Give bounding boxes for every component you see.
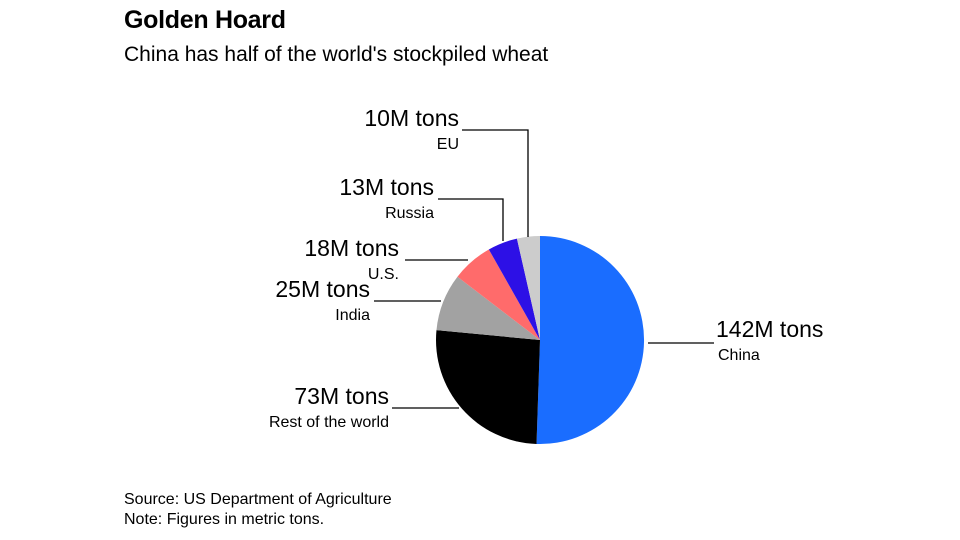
slice-labels: 142M tons China 73M tons Rest of the world 2… (269, 105, 823, 431)
pie-slices (436, 236, 645, 445)
category-label-china: China (718, 347, 760, 364)
category-label-u-s: U.S. (368, 266, 399, 283)
category-label-russia: Russia (385, 205, 434, 222)
slice-russia (488, 238, 540, 340)
value-label-eu: 10M tons (364, 105, 459, 131)
metric-note: Note: Figures in metric tons. (124, 511, 325, 528)
slice-china (536, 236, 645, 445)
slice-india (436, 276, 540, 340)
category-label-rest-of-the-world: Rest of the world (269, 414, 389, 431)
leader-russia (438, 198, 504, 241)
leader-lines (374, 129, 714, 409)
value-label-india: 25M tons (275, 276, 370, 302)
leader-eu (462, 129, 529, 237)
chart-title: Golden Hoard (124, 6, 286, 34)
chart-footer: Source: US Department of Agriculture Not… (124, 490, 392, 530)
slice-eu (516, 236, 540, 340)
slice-rest-of-the-world (436, 330, 540, 444)
chart-subtitle: China has half of the world's stockpiled… (124, 43, 549, 66)
source-note: Source: US Department of Agriculture (124, 491, 392, 508)
category-label-india: India (335, 307, 370, 324)
slice-u-s (457, 249, 540, 340)
value-label-u-s: 18M tons (304, 235, 399, 261)
value-label-russia: 13M tons (339, 174, 434, 200)
value-label-rest-of-the-world: 73M tons (294, 383, 389, 409)
value-label-china: 142M tons (716, 316, 823, 342)
category-label-eu: EU (437, 136, 459, 153)
